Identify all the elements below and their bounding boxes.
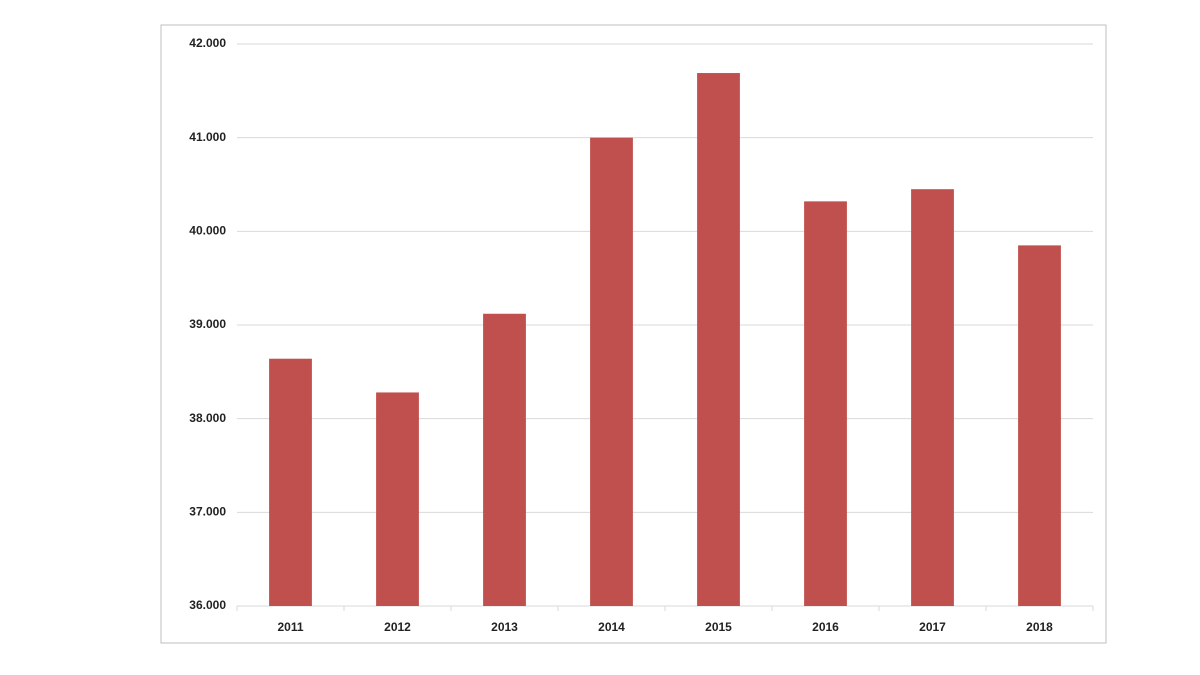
x-tick-label: 2016	[812, 620, 839, 634]
x-tick-label: 2014	[598, 620, 625, 634]
bar	[1018, 245, 1061, 606]
x-tick-label: 2015	[705, 620, 732, 634]
x-tick-label: 2013	[491, 620, 518, 634]
y-tick-label: 39.000	[189, 317, 226, 331]
x-tick-label: 2012	[384, 620, 411, 634]
bar	[697, 73, 740, 606]
x-tick-label: 2011	[277, 620, 303, 634]
y-tick-label: 38.000	[189, 411, 226, 425]
y-tick-label: 37.000	[189, 505, 226, 519]
y-tick-label: 36.000	[189, 598, 226, 612]
x-tick-label: 2018	[1026, 620, 1053, 634]
bar	[804, 201, 847, 607]
bar	[911, 189, 954, 606]
y-tick-label: 40.000	[189, 224, 226, 238]
bar	[590, 137, 633, 606]
y-tick-label: 41.000	[189, 130, 226, 144]
y-tick-label: 42.000	[189, 36, 226, 50]
bar	[269, 358, 312, 606]
bar	[376, 392, 419, 606]
x-tick-label: 2017	[919, 620, 946, 634]
bar	[483, 313, 526, 606]
